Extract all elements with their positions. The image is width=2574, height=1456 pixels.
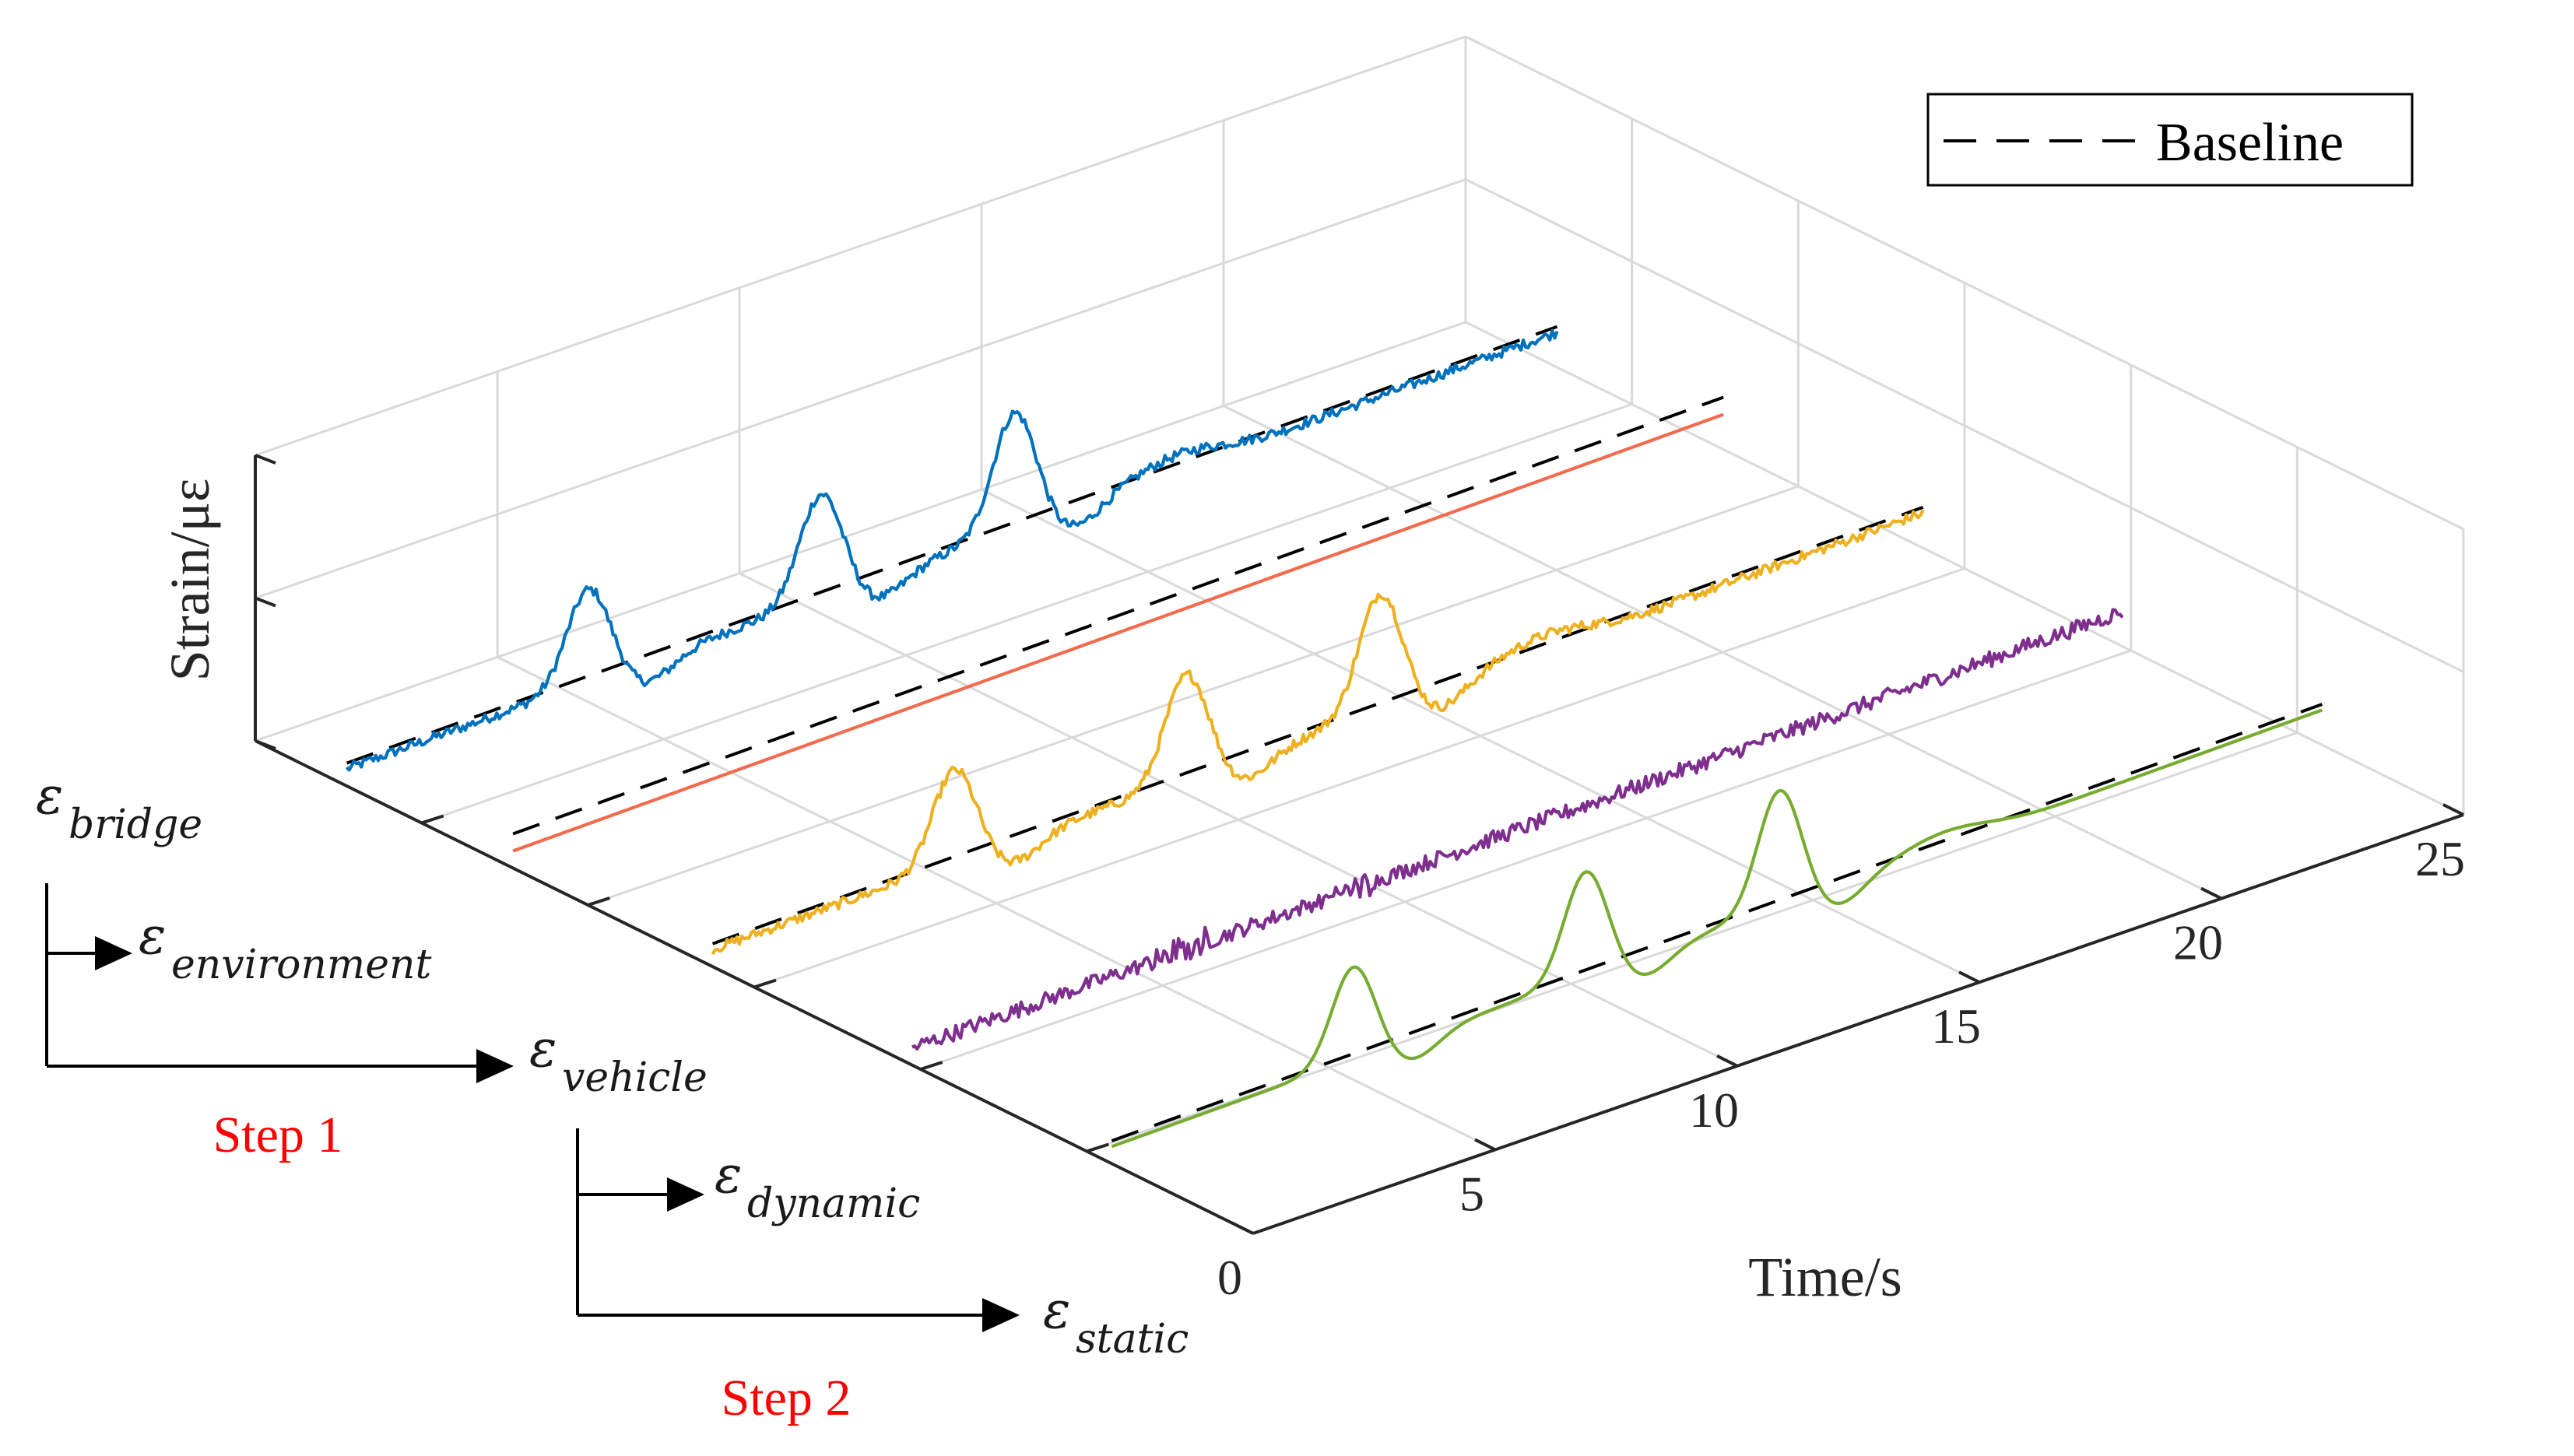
depth-tick	[920, 1061, 943, 1071]
series-label-bridge-sub: bridge	[68, 802, 202, 848]
z-tick	[255, 596, 276, 608]
legend: Baseline	[1926, 93, 2414, 187]
step-diagram: Step 1 Step 2	[45, 883, 1020, 1426]
x-tick	[2200, 886, 2222, 900]
trace-static	[1111, 708, 2323, 1149]
traces	[345, 325, 2323, 1149]
x-tick-label: 25	[2415, 831, 2465, 886]
z-tick	[255, 739, 276, 750]
step2-arrow-dynamic-head	[667, 1177, 704, 1212]
floor-grid-depth	[920, 649, 2132, 1071]
trace-dynamic	[911, 608, 2124, 1051]
x-tick	[1232, 1222, 1254, 1235]
series-label-vehicle-main: ε	[529, 1019, 557, 1079]
x-axis-title: Time/s	[1748, 1246, 1902, 1308]
step1-arrow-environment-head	[95, 936, 132, 970]
trace-bridge	[345, 328, 1559, 772]
x-tick	[2442, 803, 2464, 816]
baseline-vehicle	[711, 505, 1924, 946]
floor-grid-depth	[587, 485, 1799, 907]
series-label-static-sub: static	[1076, 1316, 1189, 1363]
side-wall-grid-h	[1465, 178, 2464, 673]
x-tick-label: 0	[1217, 1250, 1242, 1305]
x-axis-line	[1252, 813, 2464, 1235]
x-tick	[1474, 1138, 1496, 1152]
z-axis-title: Strain/με	[159, 479, 221, 682]
series-label-bridge-main: ε	[36, 766, 63, 826]
legend-baseline-label: Baseline	[2156, 113, 2344, 173]
floor-grid-depth	[421, 403, 1633, 824]
trace-vehicle	[711, 509, 1925, 956]
labels: Strain/με Time/s	[159, 479, 1902, 1308]
side-wall-grid-h	[1465, 35, 2464, 531]
step-2-label: Step 2	[722, 1370, 852, 1426]
x-tick	[1958, 970, 1980, 984]
z-tick	[255, 454, 276, 465]
depth-tick	[1086, 1142, 1109, 1153]
baseline-static	[1111, 703, 2323, 1142]
series-label-vehicle-sub: vehicle	[562, 1054, 708, 1101]
trace-environment	[512, 412, 1724, 853]
depth-tick	[421, 814, 444, 825]
step-1-label: Step 1	[213, 1107, 343, 1163]
back-wall-grid-h	[255, 321, 1466, 742]
x-tick	[1716, 1054, 1738, 1068]
x-tick-labels: 0 5 10 15 20 25	[1217, 831, 2465, 1305]
floor-grid-depth	[753, 567, 1965, 988]
series-label-environment-sub: environment	[171, 942, 431, 988]
series-label-dynamic-main: ε	[715, 1145, 742, 1205]
x-tick-label: 15	[1931, 998, 1981, 1054]
back-wall-grid-h	[255, 178, 1466, 599]
x-tick-label: 20	[2173, 915, 2223, 970]
baseline-environment	[512, 395, 1724, 836]
series-label-dynamic-sub: dynamic	[747, 1181, 920, 1227]
series-label-static-main: ε	[1043, 1280, 1070, 1340]
depth-tick	[753, 978, 777, 989]
depth-tick	[587, 896, 610, 907]
x-tick-label: 5	[1459, 1166, 1484, 1221]
back-wall-grid-h	[255, 35, 1466, 457]
series-label-environment-main: ε	[139, 906, 166, 966]
axes	[254, 454, 2464, 1235]
step2-arrow-static-head	[982, 1298, 1020, 1332]
x-tick-label: 10	[1689, 1082, 1739, 1138]
step1-arrow-vehicle-head	[476, 1049, 514, 1083]
